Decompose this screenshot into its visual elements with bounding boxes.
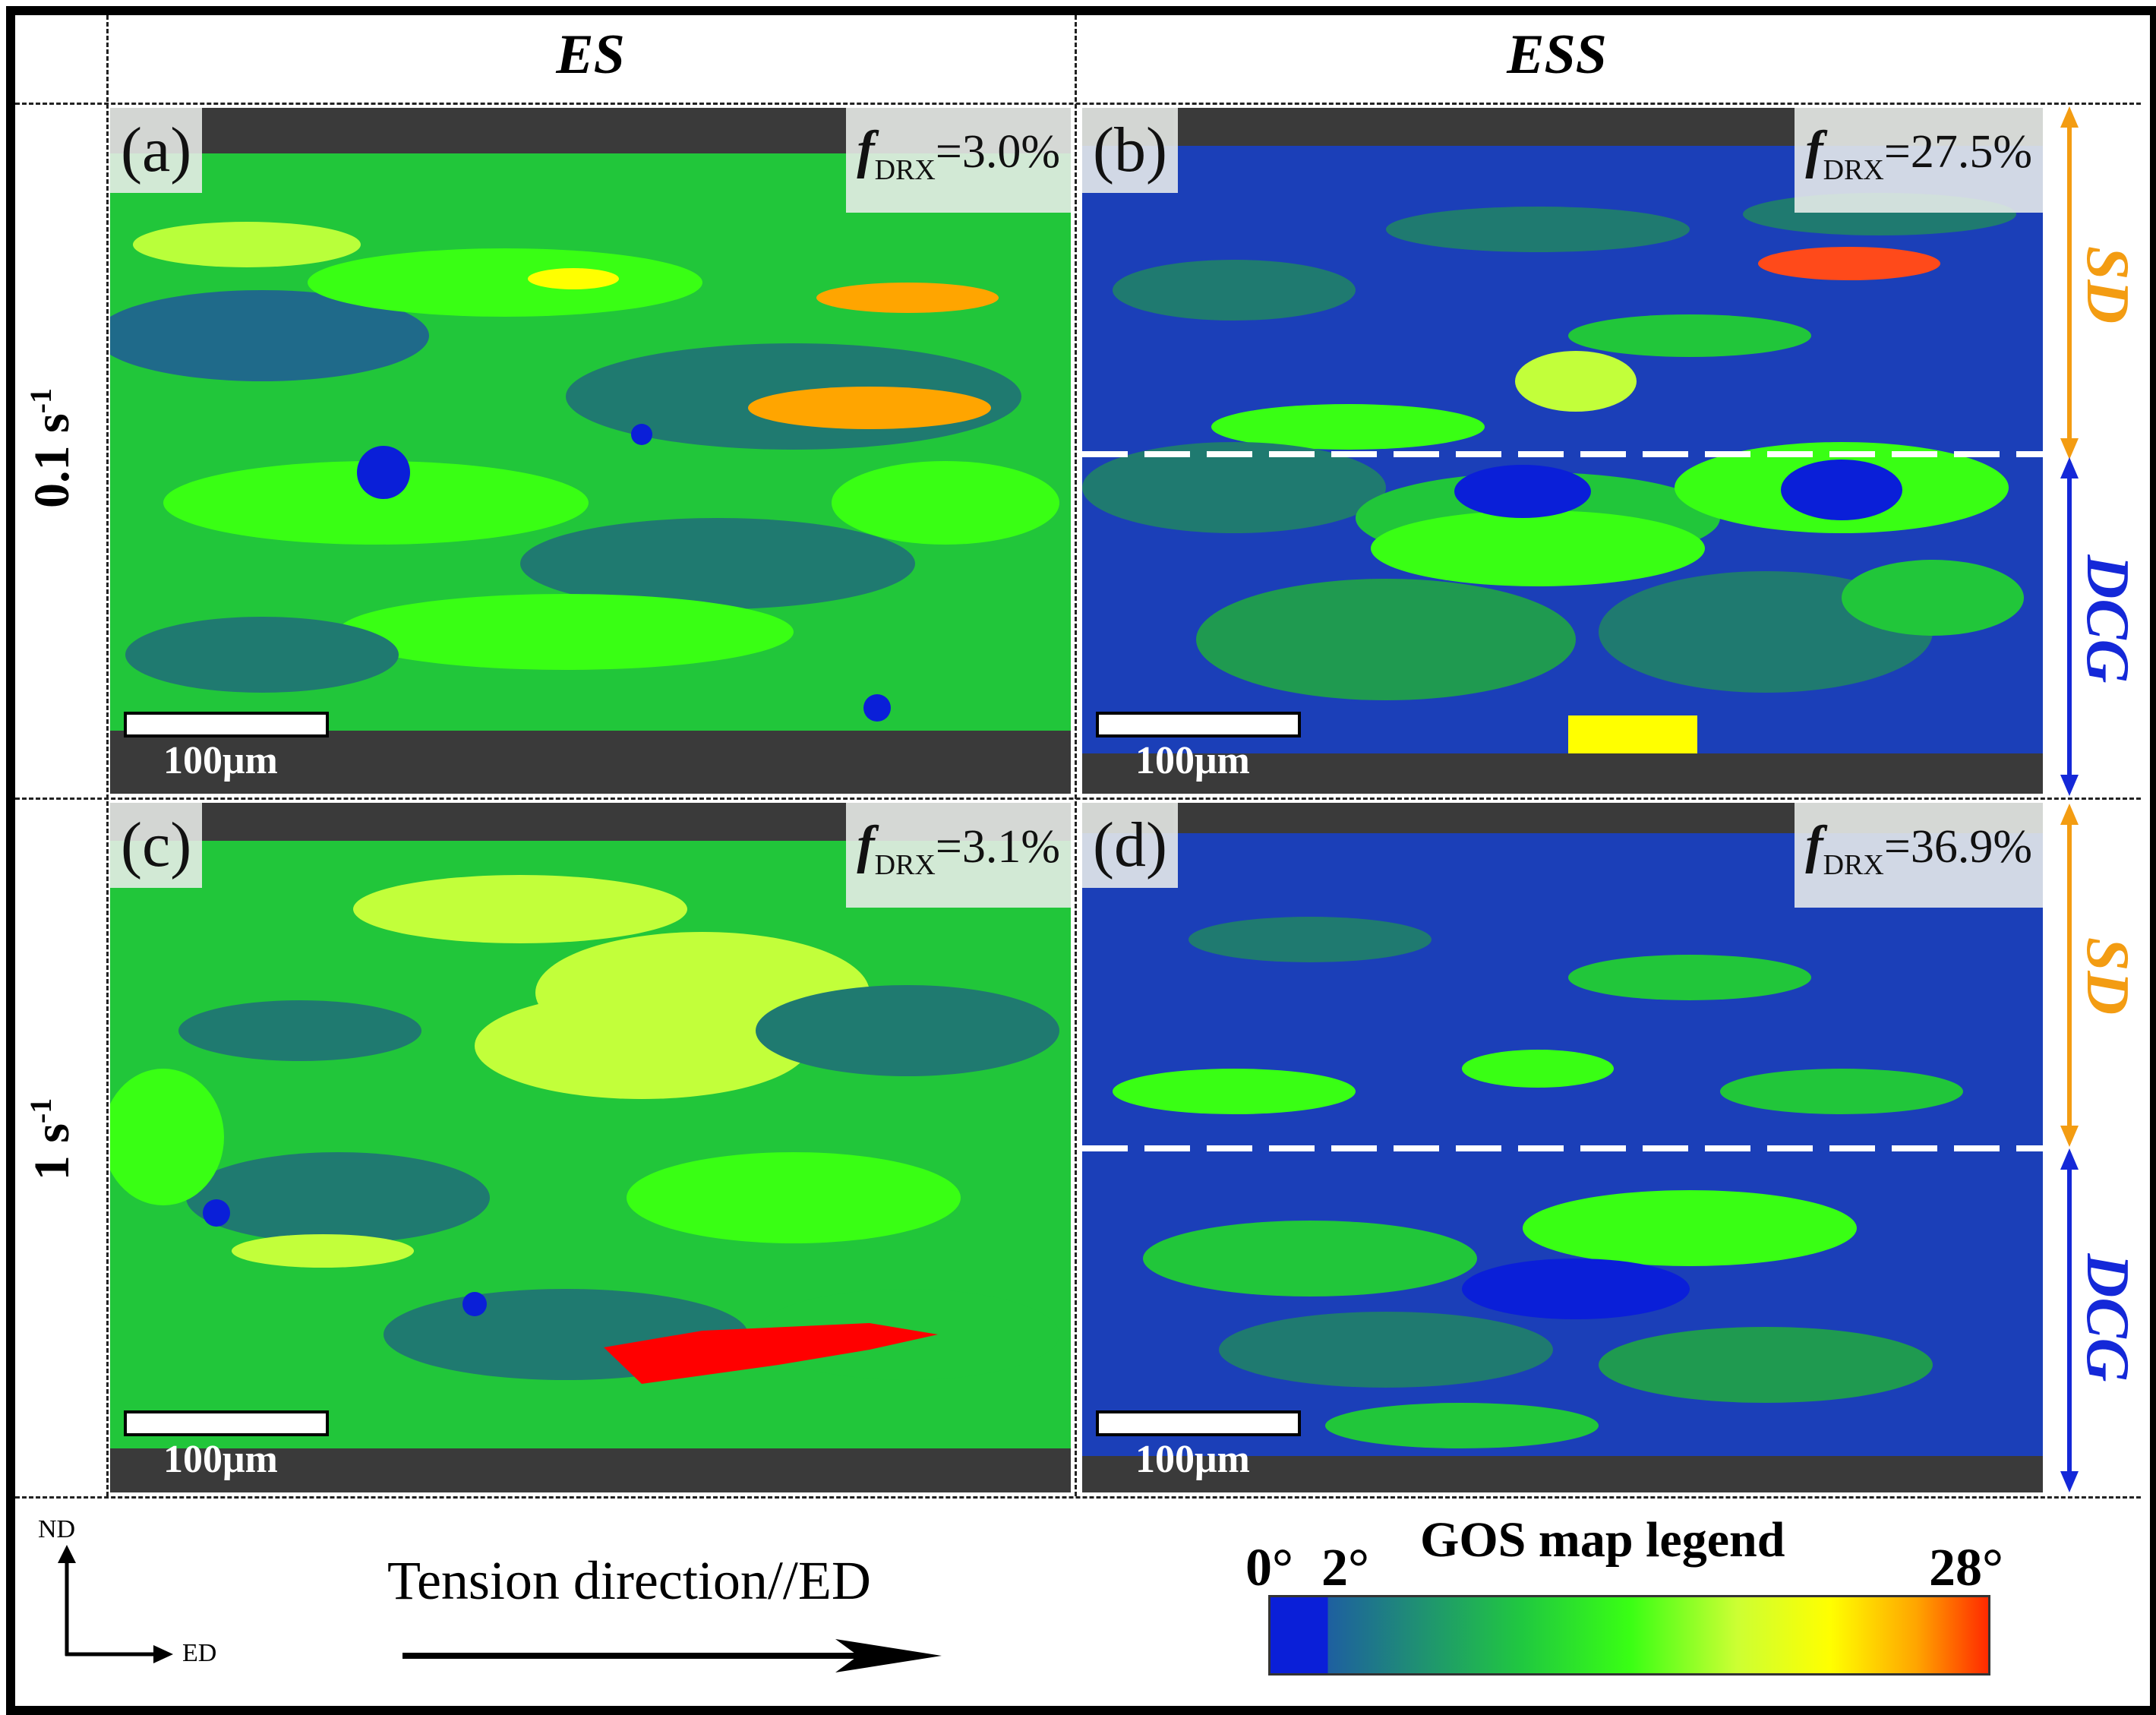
panel-d-fdrx-sub: DRX [1823,849,1884,881]
panel-a-fdrx-symbol: f [857,121,875,179]
grid-line-top [15,103,2141,105]
panel-d-image: (d) fDRX=36.9% 100μm [1082,803,2043,1492]
zone-label-dcg-top: DCG [2074,554,2141,684]
grid-line-center [1075,15,1077,1496]
panel-b-fdrx-symbol: f [1805,121,1823,179]
panel-a-image: (a) fDRX=3.0% 100μm [110,108,1071,794]
panel-b-scale-label: 100μm [1135,739,1250,782]
tension-arrow [402,1639,942,1672]
legend-tick-min: 0° [1245,1539,1293,1597]
row-header-1-sup: -1 [24,1098,58,1124]
panel-b-fdrx-value: =27.5% [1883,126,2032,178]
panel-a-fdrx: fDRX=3.0% [846,108,1071,213]
panel-c-label: (c) [110,803,203,888]
column-header-ess: ESS [1507,24,1607,86]
row-header-0-1-text: 0.1 s [24,413,80,509]
grid-line-middle [15,797,2141,800]
sd-arrow-top [2060,106,2079,460]
zone-arrows [2060,106,2079,1492]
panel-d-fdrx: fDRX=36.9% [1795,803,2043,908]
panel-b-fdrx: fDRX=27.5% [1795,108,2043,213]
panel-d-micrograph [1082,803,2043,1492]
panel-c-scalebar [124,1410,329,1436]
legend-title: GOS map legend [1420,1512,1785,1568]
panel-d-fdrx-symbol: f [1805,816,1823,874]
zone-label-sd-top: SD [2074,245,2141,324]
panel-a-scalebar [124,712,329,737]
grid-line-bottom [15,1496,2141,1499]
panel-d-scalebar [1096,1410,1301,1436]
panel-b-fdrx-sub: DRX [1823,154,1884,186]
panel-a-micrograph [110,108,1071,794]
panel-b-image: (b) fDRX=27.5% 100μm [1082,108,2043,794]
dcg-arrow-top [2060,457,2079,796]
legend-color-bar [1268,1595,1990,1676]
panel-c-fdrx: fDRX=3.1% [846,803,1071,908]
panel-b-label: (b) [1082,108,1178,193]
panel-c-image: (c) fDRX=3.1% 100μm [110,803,1071,1492]
panel-a-label: (a) [110,108,203,193]
row-header-0-1: 0.1 s-1 [23,304,84,592]
legend-tick-max: 28° [1929,1539,2003,1597]
axis-label-nd: ND [38,1515,76,1543]
panel-d-scale-label: 100μm [1135,1438,1250,1481]
row-header-1-text: 1 s [24,1123,80,1181]
panel-c-fdrx-value: =3.1% [935,821,1060,873]
panel-d-fdrx-value: =36.9% [1883,821,2032,873]
row-header-0-1-sup: -1 [24,388,58,414]
panel-c-fdrx-symbol: f [857,816,875,874]
grid-line-left [106,15,109,1496]
panel-c-scale-label: 100μm [163,1438,278,1481]
panel-c-fdrx-sub: DRX [874,849,936,881]
dcg-arrow-bottom [2060,1148,2079,1492]
column-header-es: ES [556,24,625,86]
panel-a-scale-label: 100μm [163,739,278,782]
axis-label-ed: ED [182,1639,217,1667]
zone-label-sd-bottom: SD [2074,936,2141,1015]
panel-b-scalebar [1096,712,1301,737]
row-header-1: 1 s-1 [23,995,84,1284]
coordinate-axes [58,1545,173,1663]
panel-d-label: (d) [1082,803,1178,888]
legend-tick-mid: 2° [1321,1539,1369,1597]
zone-label-dcg-bottom: DCG [2074,1253,2141,1382]
panel-a-fdrx-value: =3.0% [935,126,1060,178]
tension-direction-label: Tension direction//ED [387,1550,871,1611]
sd-arrow-bottom [2060,804,2079,1147]
panel-a-fdrx-sub: DRX [874,154,936,186]
